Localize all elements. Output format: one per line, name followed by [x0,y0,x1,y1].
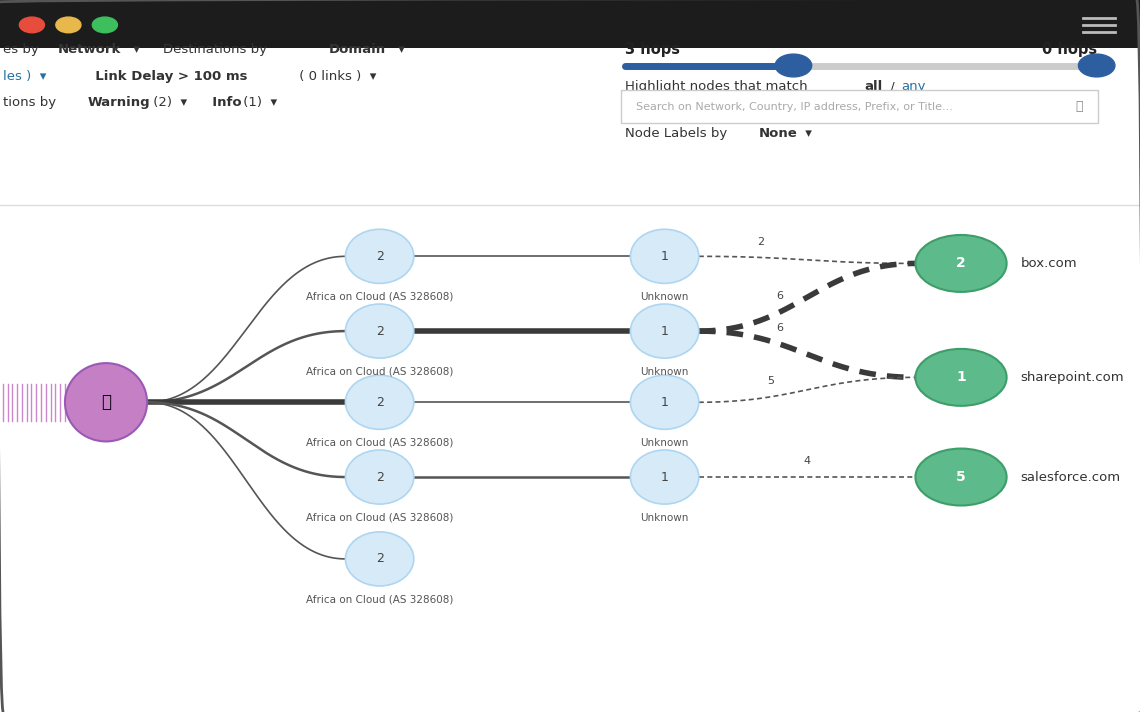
Text: 🔒: 🔒 [101,393,111,412]
Text: all: all [864,80,882,93]
Ellipse shape [630,229,699,283]
Ellipse shape [345,375,414,429]
Circle shape [19,17,44,33]
Text: 4: 4 [804,456,811,466]
Text: Network: Network [58,43,122,56]
Text: Node Labels by: Node Labels by [625,127,731,140]
FancyBboxPatch shape [621,90,1098,123]
Circle shape [915,349,1007,406]
Circle shape [56,17,81,33]
Text: 5: 5 [767,376,774,386]
Text: Africa on Cloud (AS 328608): Africa on Cloud (AS 328608) [306,513,454,523]
Circle shape [915,449,1007,506]
Text: ( 0 links )  ▾: ( 0 links ) ▾ [295,70,376,83]
Text: ▾: ▾ [129,43,140,56]
Text: None: None [759,127,798,140]
Text: Unknown: Unknown [641,367,689,377]
Text: Unknown: Unknown [641,438,689,448]
Text: Unknown: Unknown [641,513,689,523]
Text: Africa on Cloud (AS 328608): Africa on Cloud (AS 328608) [306,292,454,302]
Text: es by: es by [3,43,43,56]
Text: Destinations by: Destinations by [163,43,271,56]
Text: ▾: ▾ [394,43,406,56]
Text: 0 hops: 0 hops [1042,42,1097,58]
Text: Unknown: Unknown [641,292,689,302]
Text: box.com: box.com [1020,257,1077,270]
Text: 1: 1 [661,471,668,483]
Circle shape [1078,54,1115,77]
Ellipse shape [630,304,699,358]
Text: ▾: ▾ [801,127,813,140]
Text: 2: 2 [376,250,383,263]
Text: 2: 2 [757,236,764,246]
Circle shape [775,54,812,77]
Text: 2: 2 [376,471,383,483]
Text: 2: 2 [956,256,966,271]
Text: Africa on Cloud (AS 328608): Africa on Cloud (AS 328608) [306,438,454,448]
FancyBboxPatch shape [0,48,1140,712]
Text: Africa on Cloud (AS 328608): Africa on Cloud (AS 328608) [306,595,454,604]
Ellipse shape [345,229,414,283]
Text: 1: 1 [661,250,668,263]
Circle shape [915,235,1007,292]
Text: 1: 1 [661,325,668,337]
Text: Link Delay > 100 ms: Link Delay > 100 ms [86,70,247,83]
Text: Warning: Warning [88,96,150,109]
Text: 1: 1 [956,370,966,384]
Ellipse shape [345,532,414,586]
Text: /: / [886,80,898,93]
Text: (1)  ▾: (1) ▾ [239,96,277,109]
Circle shape [92,17,117,33]
Text: Search on Network, Country, IP address, Prefix, or Title...: Search on Network, Country, IP address, … [636,102,953,112]
Text: Africa on Cloud (AS 328608): Africa on Cloud (AS 328608) [306,367,454,377]
Ellipse shape [65,363,147,441]
Ellipse shape [630,375,699,429]
Text: 6: 6 [776,323,783,333]
Text: 5: 5 [956,470,966,484]
Text: (2)  ▾: (2) ▾ [149,96,187,109]
Text: Domain: Domain [328,43,385,56]
Text: 6: 6 [776,291,783,301]
Text: 2: 2 [376,325,383,337]
Text: 1: 1 [661,396,668,409]
Ellipse shape [630,450,699,504]
Text: Highlight nodes that match: Highlight nodes that match [625,80,812,93]
Text: les )  ▾: les ) ▾ [3,70,47,83]
Text: 2: 2 [376,396,383,409]
FancyBboxPatch shape [0,0,1140,48]
Ellipse shape [345,304,414,358]
Text: 🔍: 🔍 [1075,100,1083,113]
Text: Info: Info [203,96,242,109]
Text: tions by: tions by [3,96,60,109]
Text: sharepoint.com: sharepoint.com [1020,371,1124,384]
Text: salesforce.com: salesforce.com [1020,471,1121,483]
Text: 3 hops: 3 hops [625,42,679,58]
Ellipse shape [345,450,414,504]
Text: 2: 2 [376,553,383,565]
Text: any: any [902,80,926,93]
